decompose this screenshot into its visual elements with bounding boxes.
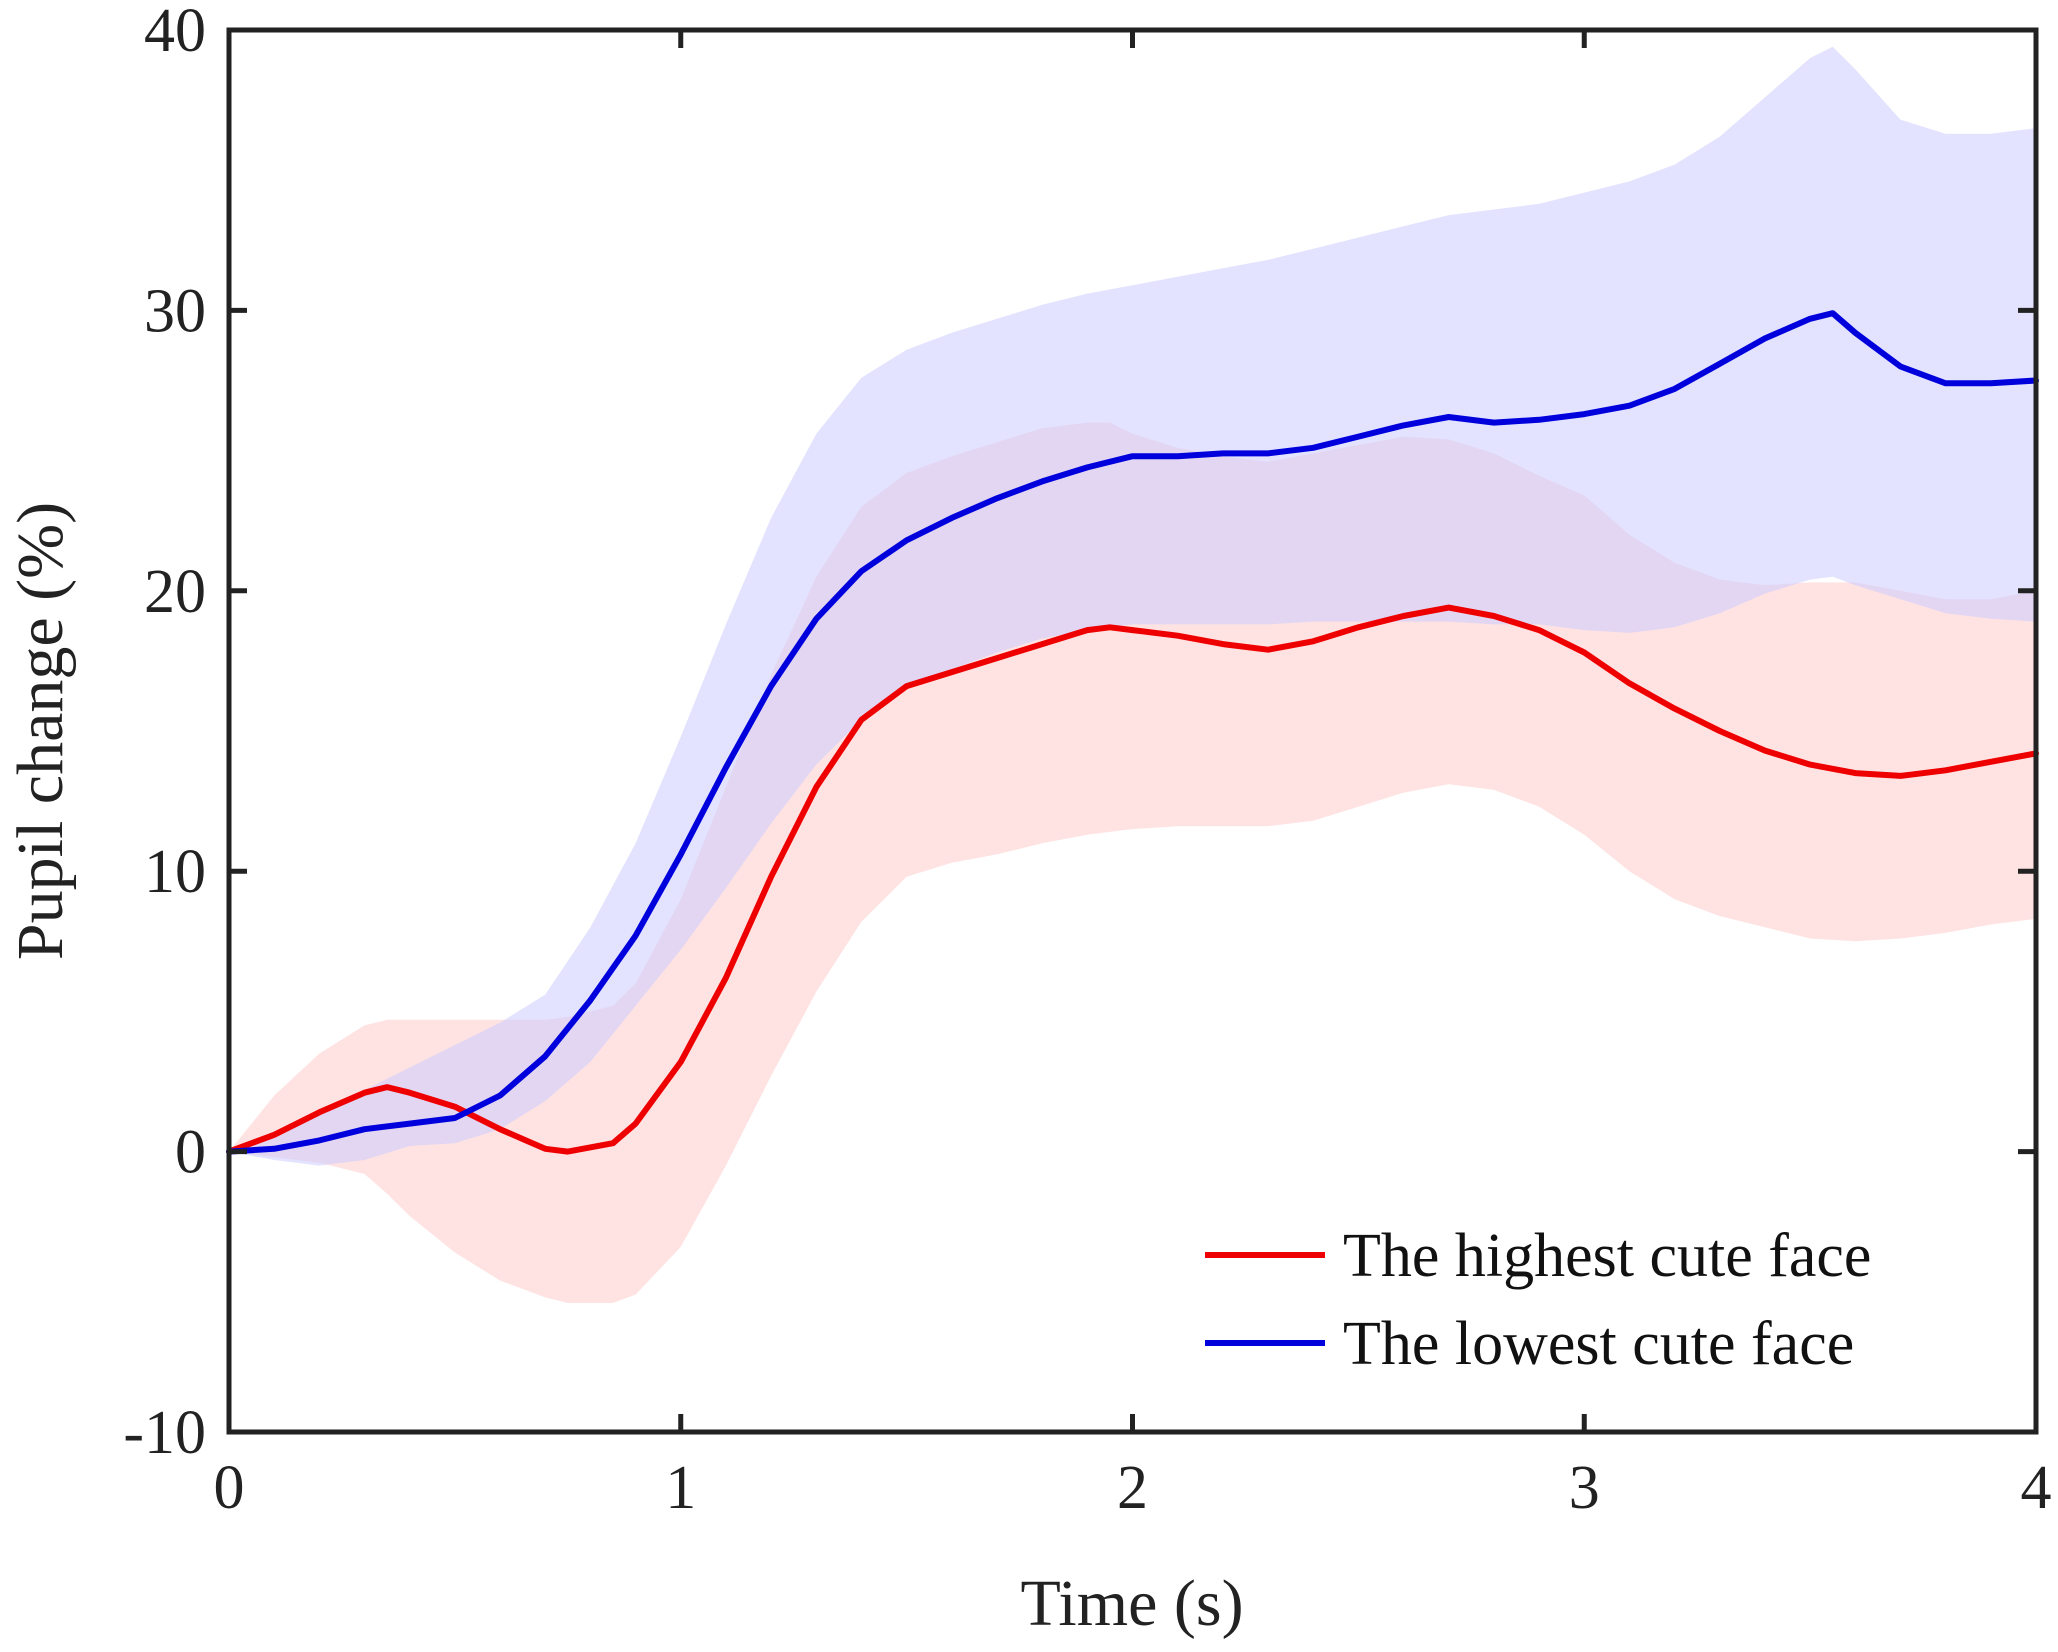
x-axis-label: Time (s) bbox=[1020, 1567, 1243, 1640]
y-tick-label: 10 bbox=[144, 838, 206, 906]
y-tick-label: 40 bbox=[144, 0, 206, 65]
y-tick-label: 0 bbox=[175, 1119, 206, 1187]
series-line-lowest bbox=[226, 310, 2039, 1155]
x-tick-labels: 0 1 2 3 4 bbox=[214, 1454, 2052, 1522]
x-tick-label: 3 bbox=[1569, 1454, 1600, 1522]
x-tick-label: 1 bbox=[665, 1454, 696, 1522]
series-line-highest bbox=[226, 604, 2039, 1155]
legend-label-highest: The highest cute face bbox=[1343, 1222, 1871, 1290]
x-tick-label: 2 bbox=[1117, 1454, 1148, 1522]
band-lowest bbox=[229, 46, 2036, 1166]
legend: The highest cute face The lowest cute fa… bbox=[1205, 1222, 1871, 1378]
confidence-bands bbox=[229, 46, 2036, 1304]
series-lines bbox=[226, 310, 2039, 1155]
legend-label-lowest: The lowest cute face bbox=[1343, 1310, 1854, 1378]
y-tick-labels: -10 0 10 20 30 40 bbox=[123, 0, 206, 1467]
y-tick-label: 30 bbox=[144, 277, 206, 345]
axis-ticks bbox=[226, 27, 2039, 1435]
x-tick-label: 4 bbox=[2021, 1454, 2052, 1522]
x-tick-label: 0 bbox=[214, 1454, 245, 1522]
band-highest bbox=[229, 422, 2036, 1304]
y-tick-label: 20 bbox=[144, 558, 206, 626]
y-axis-label: Pupil change (%) bbox=[4, 502, 77, 960]
y-tick-label: -10 bbox=[123, 1399, 206, 1467]
